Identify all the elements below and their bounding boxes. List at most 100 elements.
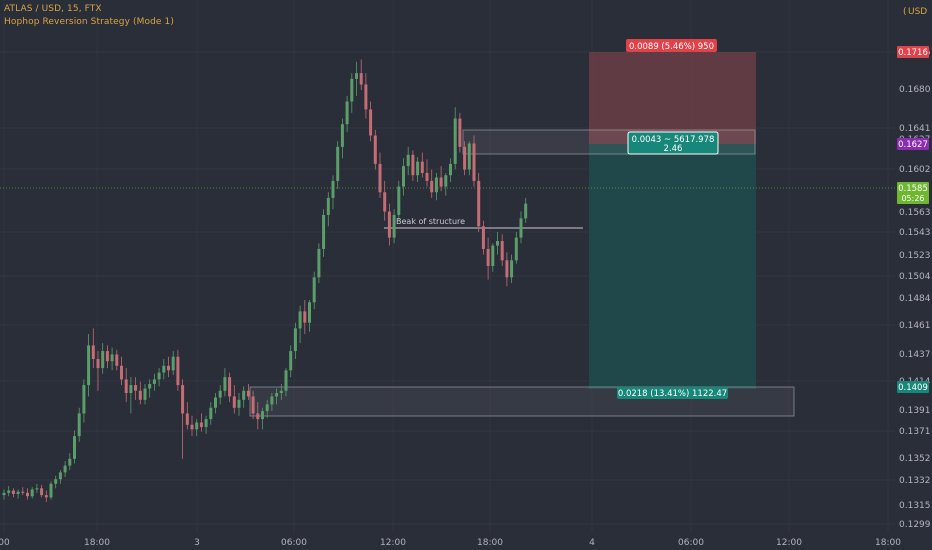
price-tick-label: 0.1371 (899, 427, 931, 437)
strategy-title[interactable]: Hophop Reversion Strategy (Mode 1) (4, 17, 174, 27)
candle-body (298, 311, 302, 329)
candle-body (449, 163, 452, 176)
candle-body (369, 109, 373, 136)
candle-body (444, 175, 448, 187)
candle-body (96, 358, 100, 369)
price-tick-label: 0.1523 (899, 251, 931, 261)
candle-body (44, 495, 48, 498)
stop-price-text: 0.1716 (898, 48, 928, 58)
candle-body (317, 248, 321, 278)
price-tick-label: 0.1680 (899, 85, 931, 95)
candle-body (458, 118, 462, 147)
price-tick-label: 0.1543 (899, 228, 931, 238)
candle-body (256, 413, 260, 420)
candle-body (439, 177, 443, 187)
candle-body (7, 490, 11, 493)
take-profit-zone[interactable] (589, 144, 756, 389)
currency-button[interactable]: ( USD (903, 7, 927, 17)
candle-body (420, 161, 424, 173)
time-tick-label: 06:00 (281, 538, 307, 548)
candle-body (73, 436, 76, 459)
candle-body (486, 248, 490, 266)
candle-body (167, 365, 170, 371)
candle-body (129, 385, 133, 394)
countdown-text: 05:26 (901, 194, 924, 203)
candle-body (11, 490, 15, 494)
candle-body (110, 354, 114, 362)
price-tick-label: 0.1602 (899, 165, 931, 175)
candle-body (214, 397, 217, 408)
candle-body (303, 311, 307, 323)
candle-body (406, 154, 410, 167)
candle-body (402, 166, 405, 187)
candle-body (21, 491, 25, 493)
entry-badge[interactable]: 0.0043 ~ 5617.978 2.46 (627, 131, 719, 155)
price-tick-label: 0.1391 (899, 406, 931, 416)
candle-body (378, 163, 382, 193)
candle-body (326, 197, 330, 215)
candle-body (2, 492, 6, 496)
candle-body (514, 237, 518, 261)
candle-body (63, 465, 67, 473)
price-tick-label: 0.1332 (899, 476, 931, 486)
candle-body (143, 388, 147, 400)
target-badge[interactable]: 0.0218 (13.41%) 1122.47 (617, 387, 728, 399)
candle-body (322, 214, 326, 249)
candle-body (237, 399, 241, 408)
candle-body (242, 390, 246, 400)
candle-body (425, 172, 429, 181)
candle-body (204, 419, 208, 428)
candle-body (430, 180, 434, 193)
currency-bracket-left: ( (903, 7, 907, 17)
candle-body (359, 73, 363, 85)
candle-body (336, 146, 340, 181)
candle-body (289, 351, 293, 371)
candle-body (500, 241, 504, 261)
entry-price-tag: 0.1627 (897, 138, 929, 150)
price-tick-label: 0.1484 (899, 294, 931, 304)
currency-label: USD (908, 7, 927, 17)
candle-body (308, 302, 311, 323)
candle-body (496, 241, 499, 246)
candle-body (218, 390, 222, 398)
candle-body (54, 479, 58, 484)
candle-body (481, 226, 485, 249)
price-tick-label: 0.1315 (899, 501, 931, 511)
entry-badge-line1: 0.0043 ~ 5617.978 (632, 135, 715, 145)
stop-loss-zone[interactable] (589, 52, 756, 144)
price-tick-label: 0.1504 (899, 272, 931, 282)
candle-body (270, 396, 274, 405)
candle-body (134, 385, 138, 391)
time-axis[interactable]: 00 18:00 3 06:00 12:00 18:00 4 06:00 12:00 18:00 (0, 538, 901, 548)
candle-body (519, 218, 523, 238)
candle-body (265, 404, 269, 412)
candle-body (124, 379, 128, 394)
candle-body (199, 422, 203, 428)
candle-body (312, 277, 316, 303)
symbol-title[interactable]: ATLAS / USD, 15, FTX (4, 4, 102, 14)
candle-body (58, 472, 62, 480)
candle-body (82, 385, 86, 414)
stop-badge[interactable]: 0.0089 (5.46%) 950 (626, 39, 717, 52)
candle-body (364, 84, 368, 110)
price-axis[interactable]: 0.1716 0.1680 0.1641 0.1627 0.1602 0.1563 0.15… (899, 48, 931, 530)
candle-body (477, 180, 481, 227)
candle-body (176, 356, 180, 386)
candle-body (472, 143, 476, 181)
price-tick-label: 0.1437 (899, 350, 931, 360)
price-tick-label: 0.1352 (899, 454, 931, 464)
candle-body (261, 411, 264, 420)
candle-body (162, 365, 166, 373)
time-tick-label: 4 (589, 538, 595, 548)
candle-body (223, 377, 227, 391)
candle-body (453, 118, 457, 164)
candle-body (463, 146, 467, 170)
time-tick-label: 00 (0, 538, 10, 548)
candle-body (434, 177, 438, 193)
candle-body (152, 379, 156, 384)
candle-body (350, 78, 354, 102)
candle-body (30, 489, 34, 497)
time-tick-label: 12:00 (776, 538, 802, 548)
candle-body (293, 328, 297, 352)
